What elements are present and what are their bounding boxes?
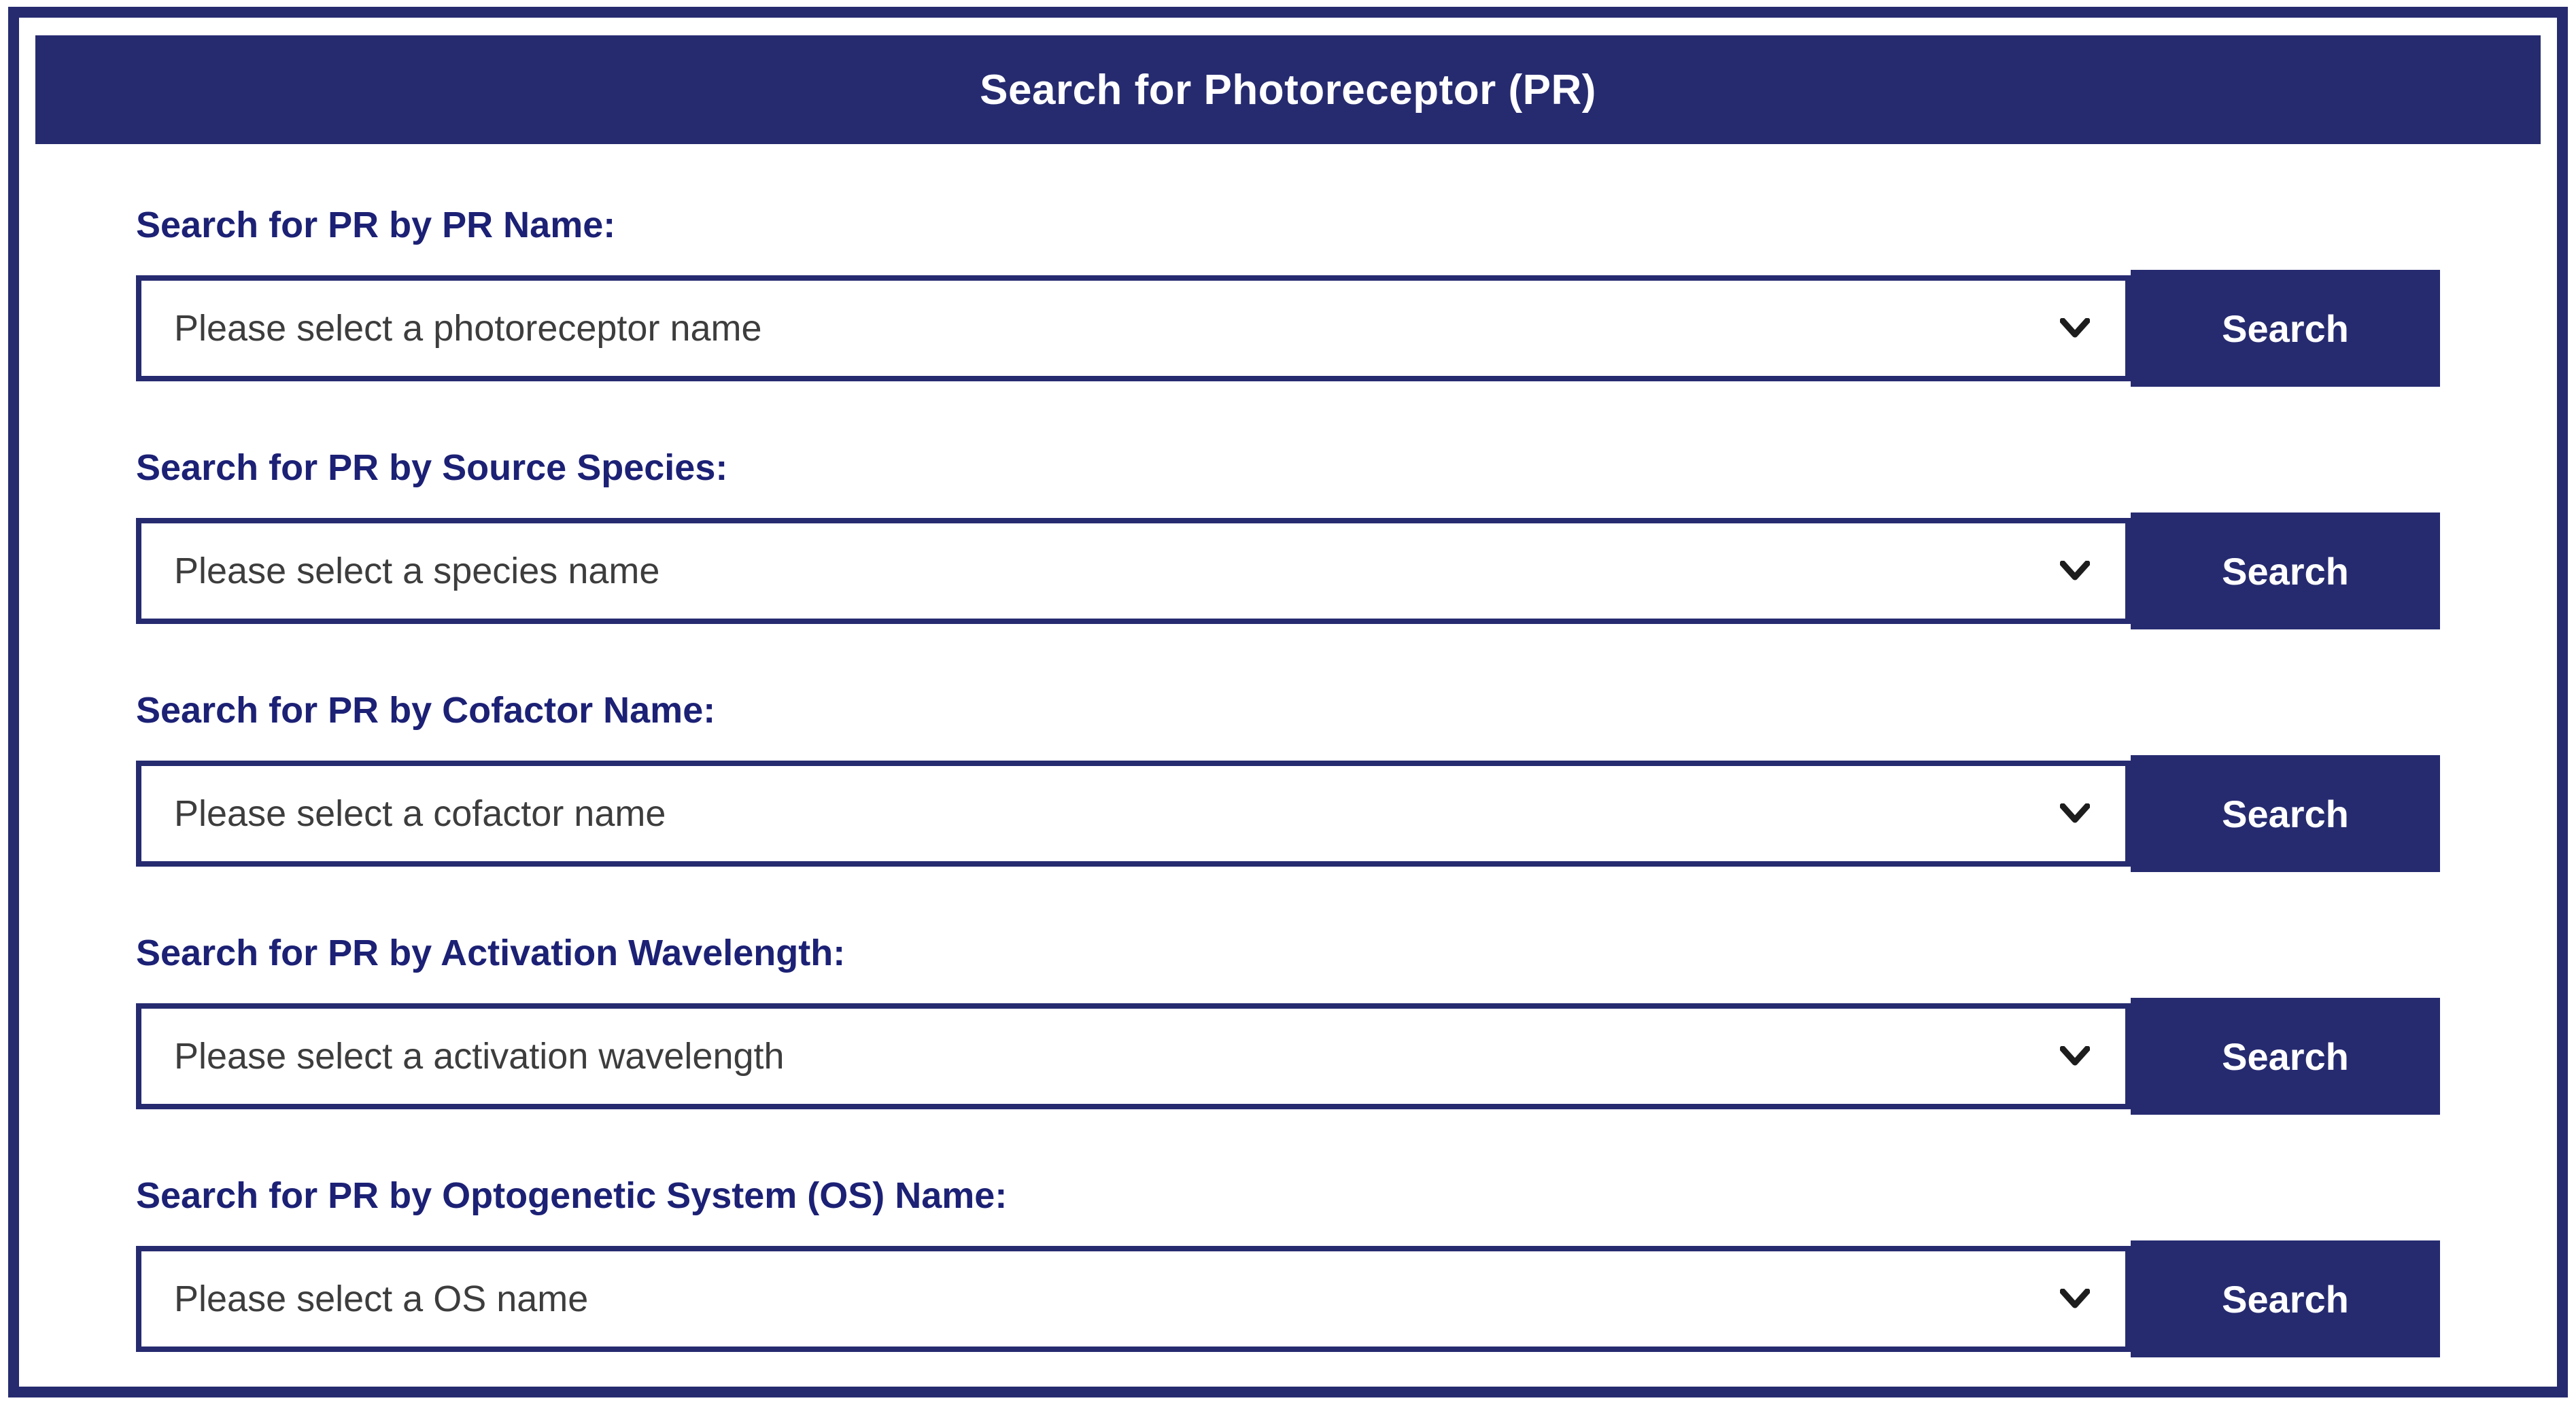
pr-name-search-button[interactable]: Search	[2131, 270, 2440, 387]
cofactor-name-row: Please select a cofactor name Search	[136, 755, 2440, 872]
group-source-species: Search for PR by Source Species: Please …	[136, 447, 2440, 629]
group-os-name: Search for PR by Optogenetic System (OS)…	[136, 1175, 2440, 1357]
source-species-search-button[interactable]: Search	[2131, 513, 2440, 629]
group-cofactor-name: Search for PR by Cofactor Name: Please s…	[136, 689, 2440, 872]
os-name-search-button[interactable]: Search	[2131, 1240, 2440, 1357]
chevron-down-icon	[2060, 1046, 2090, 1066]
source-species-select-value: Please select a species name	[174, 551, 660, 591]
page-title: Search for Photoreceptor (PR)	[980, 66, 1596, 114]
chevron-down-icon	[2060, 318, 2090, 338]
cofactor-name-select[interactable]: Please select a cofactor name	[136, 761, 2131, 867]
os-name-select-value: Please select a OS name	[174, 1279, 589, 1319]
os-name-row: Please select a OS name Search	[136, 1240, 2440, 1357]
activation-wavelength-label: Search for PR by Activation Wavelength:	[136, 933, 846, 973]
chevron-down-icon	[2060, 803, 2090, 824]
chevron-down-icon	[2060, 1289, 2090, 1309]
pr-name-select[interactable]: Please select a photoreceptor name	[136, 275, 2131, 381]
source-species-label: Search for PR by Source Species:	[136, 447, 728, 488]
os-name-select[interactable]: Please select a OS name	[136, 1246, 2131, 1352]
activation-wavelength-search-button[interactable]: Search	[2131, 998, 2440, 1115]
group-pr-name: Search for PR by PR Name: Please select …	[136, 204, 2440, 387]
group-activation-wavelength: Search for PR by Activation Wavelength: …	[136, 932, 2440, 1115]
cofactor-name-select-value: Please select a cofactor name	[174, 793, 666, 834]
page-header: Search for Photoreceptor (PR)	[35, 35, 2541, 144]
pr-name-label: Search for PR by PR Name:	[136, 205, 616, 245]
cofactor-name-label: Search for PR by Cofactor Name:	[136, 690, 716, 731]
source-species-row: Please select a species name Search	[136, 513, 2440, 629]
cofactor-name-search-button[interactable]: Search	[2131, 755, 2440, 872]
outer-frame: Search for Photoreceptor (PR) Search for…	[8, 7, 2568, 1397]
activation-wavelength-select-value: Please select a activation wavelength	[174, 1036, 785, 1077]
pr-name-select-value: Please select a photoreceptor name	[174, 308, 762, 349]
activation-wavelength-select[interactable]: Please select a activation wavelength	[136, 1003, 2131, 1109]
chevron-down-icon	[2060, 561, 2090, 581]
pr-name-row: Please select a photoreceptor name Searc…	[136, 270, 2440, 387]
os-name-label: Search for PR by Optogenetic System (OS)…	[136, 1175, 1008, 1216]
source-species-select[interactable]: Please select a species name	[136, 518, 2131, 624]
activation-wavelength-row: Please select a activation wavelength Se…	[136, 998, 2440, 1115]
search-form: Search for PR by PR Name: Please select …	[19, 204, 2557, 1357]
